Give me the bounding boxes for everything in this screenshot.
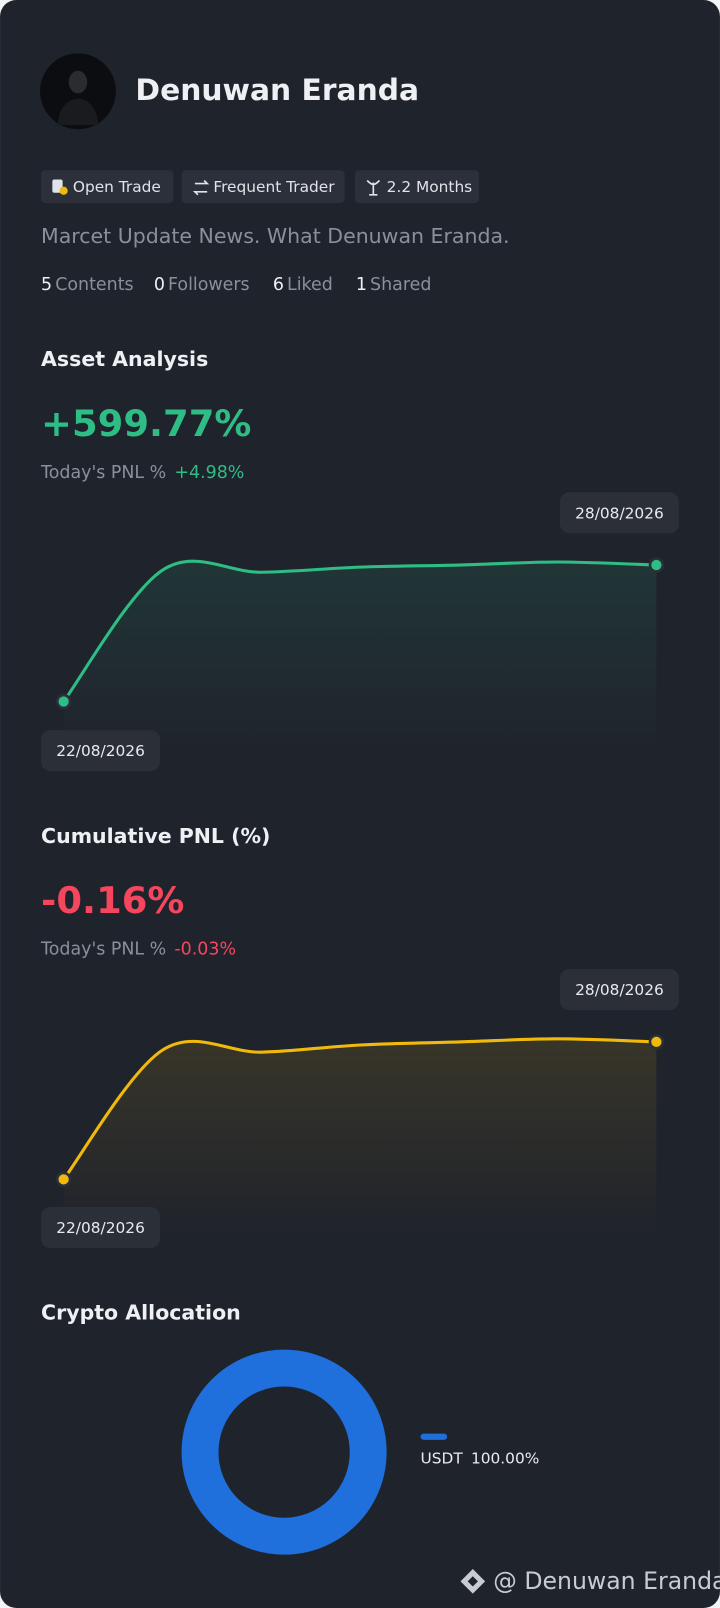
stat: 1 Shared <box>356 275 432 295</box>
end-point <box>651 559 662 571</box>
stat-label: Shared <box>370 275 431 295</box>
date-label: 22/08/2026 <box>56 1219 145 1237</box>
date-badge <box>41 1207 161 1249</box>
avatar <box>40 53 116 130</box>
area <box>63 561 657 759</box>
legend-name: USDT <box>421 1449 464 1467</box>
donut-slice <box>181 1349 387 1555</box>
tag: Frequent Trader <box>181 170 345 204</box>
legend-entry: USDT 100.00% <box>421 1449 540 1467</box>
pnl-chart: 22/08/2026 28/08/2026 <box>41 969 679 1249</box>
end-point <box>58 696 69 707</box>
pnl-label: Today's PNL % <box>40 940 166 960</box>
legend-value: 100.00% <box>471 1449 539 1467</box>
date-badge <box>559 492 679 534</box>
date-badge <box>559 969 679 1011</box>
stat: 0 Followers <box>154 275 250 295</box>
pnl-row: Today's PNL % +4.98% <box>40 463 244 483</box>
section-title: Crypto Allocation <box>41 1301 241 1325</box>
area <box>63 1038 657 1236</box>
watermark-text: @ Denuwan Eranda <box>493 1567 720 1595</box>
stat-value: 1 <box>356 275 367 295</box>
tag-label: Frequent Trader <box>213 178 335 196</box>
tag-label: Open Trade <box>73 178 161 196</box>
date-label: 28/08/2026 <box>575 981 664 999</box>
big-value: -0.16% <box>41 879 184 922</box>
end-point <box>651 1036 662 1048</box>
bio: Marcet Update News. What Denuwan Eranda. <box>41 224 509 248</box>
profile-name: Denuwan Eranda <box>135 73 419 108</box>
date-badge <box>41 730 161 772</box>
watermark: @ Denuwan Eranda <box>460 1567 720 1595</box>
pnl-label: Today's PNL % <box>40 463 166 483</box>
date-label: 22/08/2026 <box>56 742 145 760</box>
stat-label: Followers <box>168 275 250 295</box>
tag: Open Trade <box>41 170 174 204</box>
tag-label: 2.2 Months <box>387 178 473 196</box>
pnl-row: Today's PNL % -0.03% <box>40 940 236 960</box>
pnl-value: +4.98% <box>174 463 244 483</box>
section-title: Asset Analysis <box>41 347 208 371</box>
allocation-chart: USDT 100.00% <box>181 1349 540 1555</box>
legend-swatch <box>420 1433 448 1440</box>
section-title: Cumulative PNL (%) <box>41 824 270 848</box>
stat: 6 Liked <box>273 275 333 295</box>
stat-label: Liked <box>287 275 333 295</box>
asset-chart: 22/08/2026 28/08/2026 <box>41 492 679 772</box>
stats: 5 Contents 0 Followers 6 Liked 1 Shared <box>41 275 431 295</box>
end-point <box>58 1174 69 1185</box>
line <box>62 559 657 703</box>
stat-value: 0 <box>154 275 165 295</box>
pnl-value: -0.03% <box>174 940 236 960</box>
stat: 5 Contents <box>41 275 134 295</box>
date-label: 28/08/2026 <box>575 504 664 522</box>
line <box>62 1037 657 1181</box>
big-value: +599.77% <box>41 402 251 445</box>
stat-value: 6 <box>273 275 284 295</box>
tag: 2.2 Months <box>354 170 479 204</box>
stat-value: 5 <box>41 275 52 295</box>
stat-label: Contents <box>55 275 133 295</box>
